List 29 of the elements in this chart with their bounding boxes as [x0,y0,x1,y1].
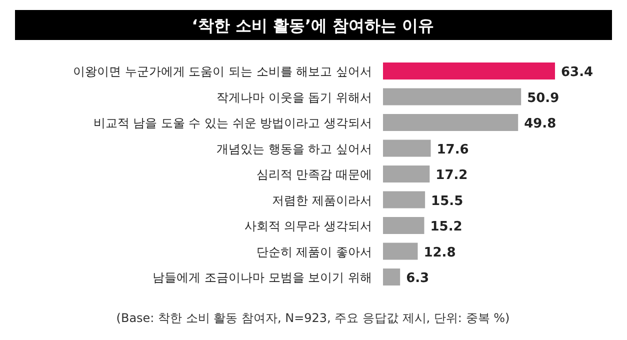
y-tick-label: 심리적 만족감 때문에 [256,168,372,182]
y-tick-label: 저렴한 제품이라서 [272,193,372,208]
y-tick-label: 작게나마 이웃을 돕기 위해서 [216,90,372,104]
y-tick-label: 비교적 남을 도울 수 있는 쉬운 방법이라고 생각되서 [93,116,372,130]
data-label: 6.3 [406,271,430,286]
y-tick-label: 사회적 의무라 생각되서 [244,219,372,233]
bar [383,88,522,106]
chart-title: ‘착한 소비 활동’에 참여하는 이유 [192,16,434,35]
bar [383,62,555,80]
y-tick-label: 단순히 제품이 좋아서 [256,244,372,259]
bar [383,166,430,182]
bar [383,268,400,286]
data-label: 63.4 [561,65,594,80]
y-tick-label: 이왕이면 누군가에게 도움이 되는 소비를 해보고 싶어서 [73,64,372,78]
data-label: 17.6 [436,142,469,158]
data-label: 15.2 [430,220,462,234]
text: (Base: 착한 소비 활동 참여자, N=923, 주요 응답값 제시, 단위: 중복 %) [116,311,510,325]
bar [383,140,431,157]
y-tick-label: 남들에게 조금이나마 모범을 보이기 위해 [152,270,372,284]
bar [383,114,518,131]
bar [383,191,426,208]
data-label: 15.5 [431,194,464,209]
data-label: 49.8 [524,116,556,132]
data-label: 17.2 [436,168,468,183]
y-tick-label: 개념있는 행동을 하고 싶어서 [216,142,372,156]
bar [383,217,424,234]
bar [383,242,418,260]
data-label: 12.8 [424,245,456,260]
data-label: 50.9 [527,90,560,106]
